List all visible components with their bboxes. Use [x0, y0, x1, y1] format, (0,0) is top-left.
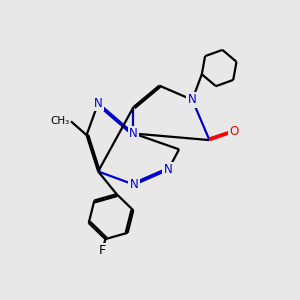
Text: N: N	[164, 163, 172, 176]
Text: N: N	[129, 127, 138, 140]
Text: N: N	[130, 178, 139, 191]
Text: N: N	[94, 97, 103, 110]
Text: CH₃: CH₃	[50, 116, 70, 126]
Text: N: N	[188, 93, 197, 106]
Text: O: O	[230, 125, 239, 138]
Text: F: F	[99, 244, 106, 256]
